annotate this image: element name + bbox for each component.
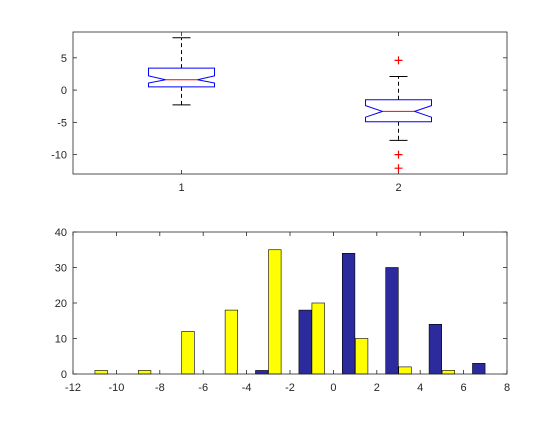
x-tick-label: 1 [178, 182, 184, 194]
bar-series-2 [224, 309, 239, 375]
outlier-marker [394, 56, 403, 65]
x-tick-label: -4 [242, 382, 252, 394]
bar-series-1 [298, 309, 312, 375]
x-tick-label: -2 [285, 382, 295, 394]
y-tick-label: 30 [55, 263, 67, 275]
x-tick-label: 2 [395, 182, 401, 194]
x-tick-label: -12 [65, 382, 81, 394]
y-tick-label: 20 [55, 298, 67, 310]
bar-series-2 [311, 302, 325, 375]
y-tick-label: 0 [61, 85, 67, 97]
x-tick-label: -10 [108, 382, 124, 394]
boxplot-axes: -10 -5 0 5 1 2 [51, 31, 508, 194]
bar-series-2 [268, 249, 282, 375]
x-tick-label: 0 [330, 382, 336, 394]
histogram-axes: 0 10 20 30 40 -12 -10 -8 -6 -4 -2 0 2 4 6 8 [55, 227, 510, 394]
x-tick-label: -8 [155, 382, 165, 394]
outlier-marker [394, 150, 403, 159]
x-tick-label: -6 [198, 382, 208, 394]
bar-series-1 [472, 363, 486, 375]
notched-box [148, 67, 215, 88]
notched-box [365, 99, 432, 123]
plot-frame [72, 31, 508, 175]
x-tick-label: 4 [417, 382, 423, 394]
y-tick-label: 0 [61, 369, 67, 381]
x-tick-label: 6 [461, 382, 467, 394]
outlier-marker [394, 164, 403, 173]
bar-series-1 [385, 267, 399, 375]
bar-series-2 [355, 338, 369, 375]
bar-series-1 [255, 370, 269, 375]
bar-series-2 [398, 366, 412, 375]
y-tick-label: -5 [57, 117, 67, 129]
bar-series-2 [94, 370, 108, 375]
bar-series-2 [441, 370, 456, 375]
bar-series-1 [341, 253, 356, 375]
y-tick-label: 40 [55, 227, 67, 239]
y-tick-label: 5 [61, 53, 67, 65]
bar-series-2 [138, 370, 152, 375]
bar-series-2 [181, 331, 195, 375]
x-tick-label: 8 [504, 382, 510, 394]
x-tick-label: 2 [374, 382, 380, 394]
bar-series-1 [428, 323, 442, 375]
y-tick-label: 10 [55, 334, 67, 346]
y-tick-label: -10 [51, 150, 67, 162]
